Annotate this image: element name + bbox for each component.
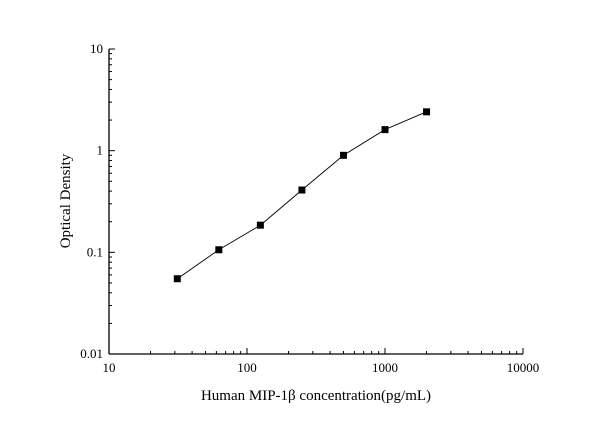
x-tick-label: 100 (237, 360, 257, 375)
x-tick-label: 1000 (372, 360, 398, 375)
y-tick-label: 0.01 (80, 346, 103, 361)
y-tick-label: 0.1 (87, 244, 103, 259)
data-point (215, 246, 223, 254)
data-point (339, 151, 347, 159)
data-point (173, 275, 181, 283)
y-axis-label: Optical Density (58, 153, 74, 248)
data-point (298, 186, 306, 194)
data-point (381, 126, 389, 134)
x-axis-label: Human MIP-1β concentration(pg/mL) (201, 388, 431, 404)
x-tick-label: 10000 (507, 360, 540, 375)
y-tick-label: 10 (90, 41, 103, 56)
data-point (423, 108, 431, 116)
y-tick-label: 1 (97, 143, 104, 158)
data-point (256, 221, 264, 229)
x-tick-label: 10 (103, 360, 116, 375)
fit-curve (177, 111, 427, 280)
